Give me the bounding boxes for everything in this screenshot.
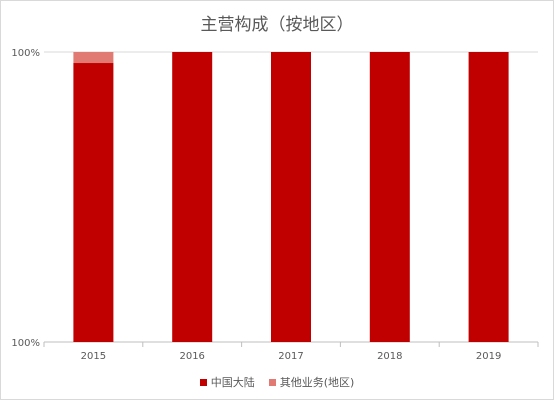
bar-mainland-2018 — [369, 52, 410, 342]
legend-swatch — [268, 378, 276, 386]
x-tick-label: 2018 — [377, 351, 402, 362]
legend-label: 中国大陆 — [210, 376, 255, 389]
x-tick-label: 2015 — [81, 351, 106, 362]
chart-title: 主营构成（按地区） — [200, 15, 354, 35]
x-tick-label: 2016 — [179, 351, 204, 362]
legend-item: 其他业务(地区) — [268, 374, 355, 390]
bar-mainland-2019 — [468, 52, 509, 342]
bar-other-2015 — [73, 52, 114, 64]
bar-mainland-2015 — [73, 63, 114, 343]
chart-legend: 中国大陆 其他业务(地区) — [0, 374, 554, 390]
bar-mainland-2017 — [271, 52, 311, 342]
x-tick-label: 2019 — [476, 351, 501, 362]
y-tick-label: 100% — [11, 338, 40, 349]
bar-mainland-2016 — [172, 52, 213, 342]
legend-label: 其他业务(地区) — [279, 376, 355, 389]
legend-item: 中国大陆 — [199, 374, 255, 390]
legend-swatch — [199, 378, 207, 386]
x-tick-label: 2017 — [278, 351, 303, 362]
y-tick-label: 100% — [11, 48, 40, 59]
